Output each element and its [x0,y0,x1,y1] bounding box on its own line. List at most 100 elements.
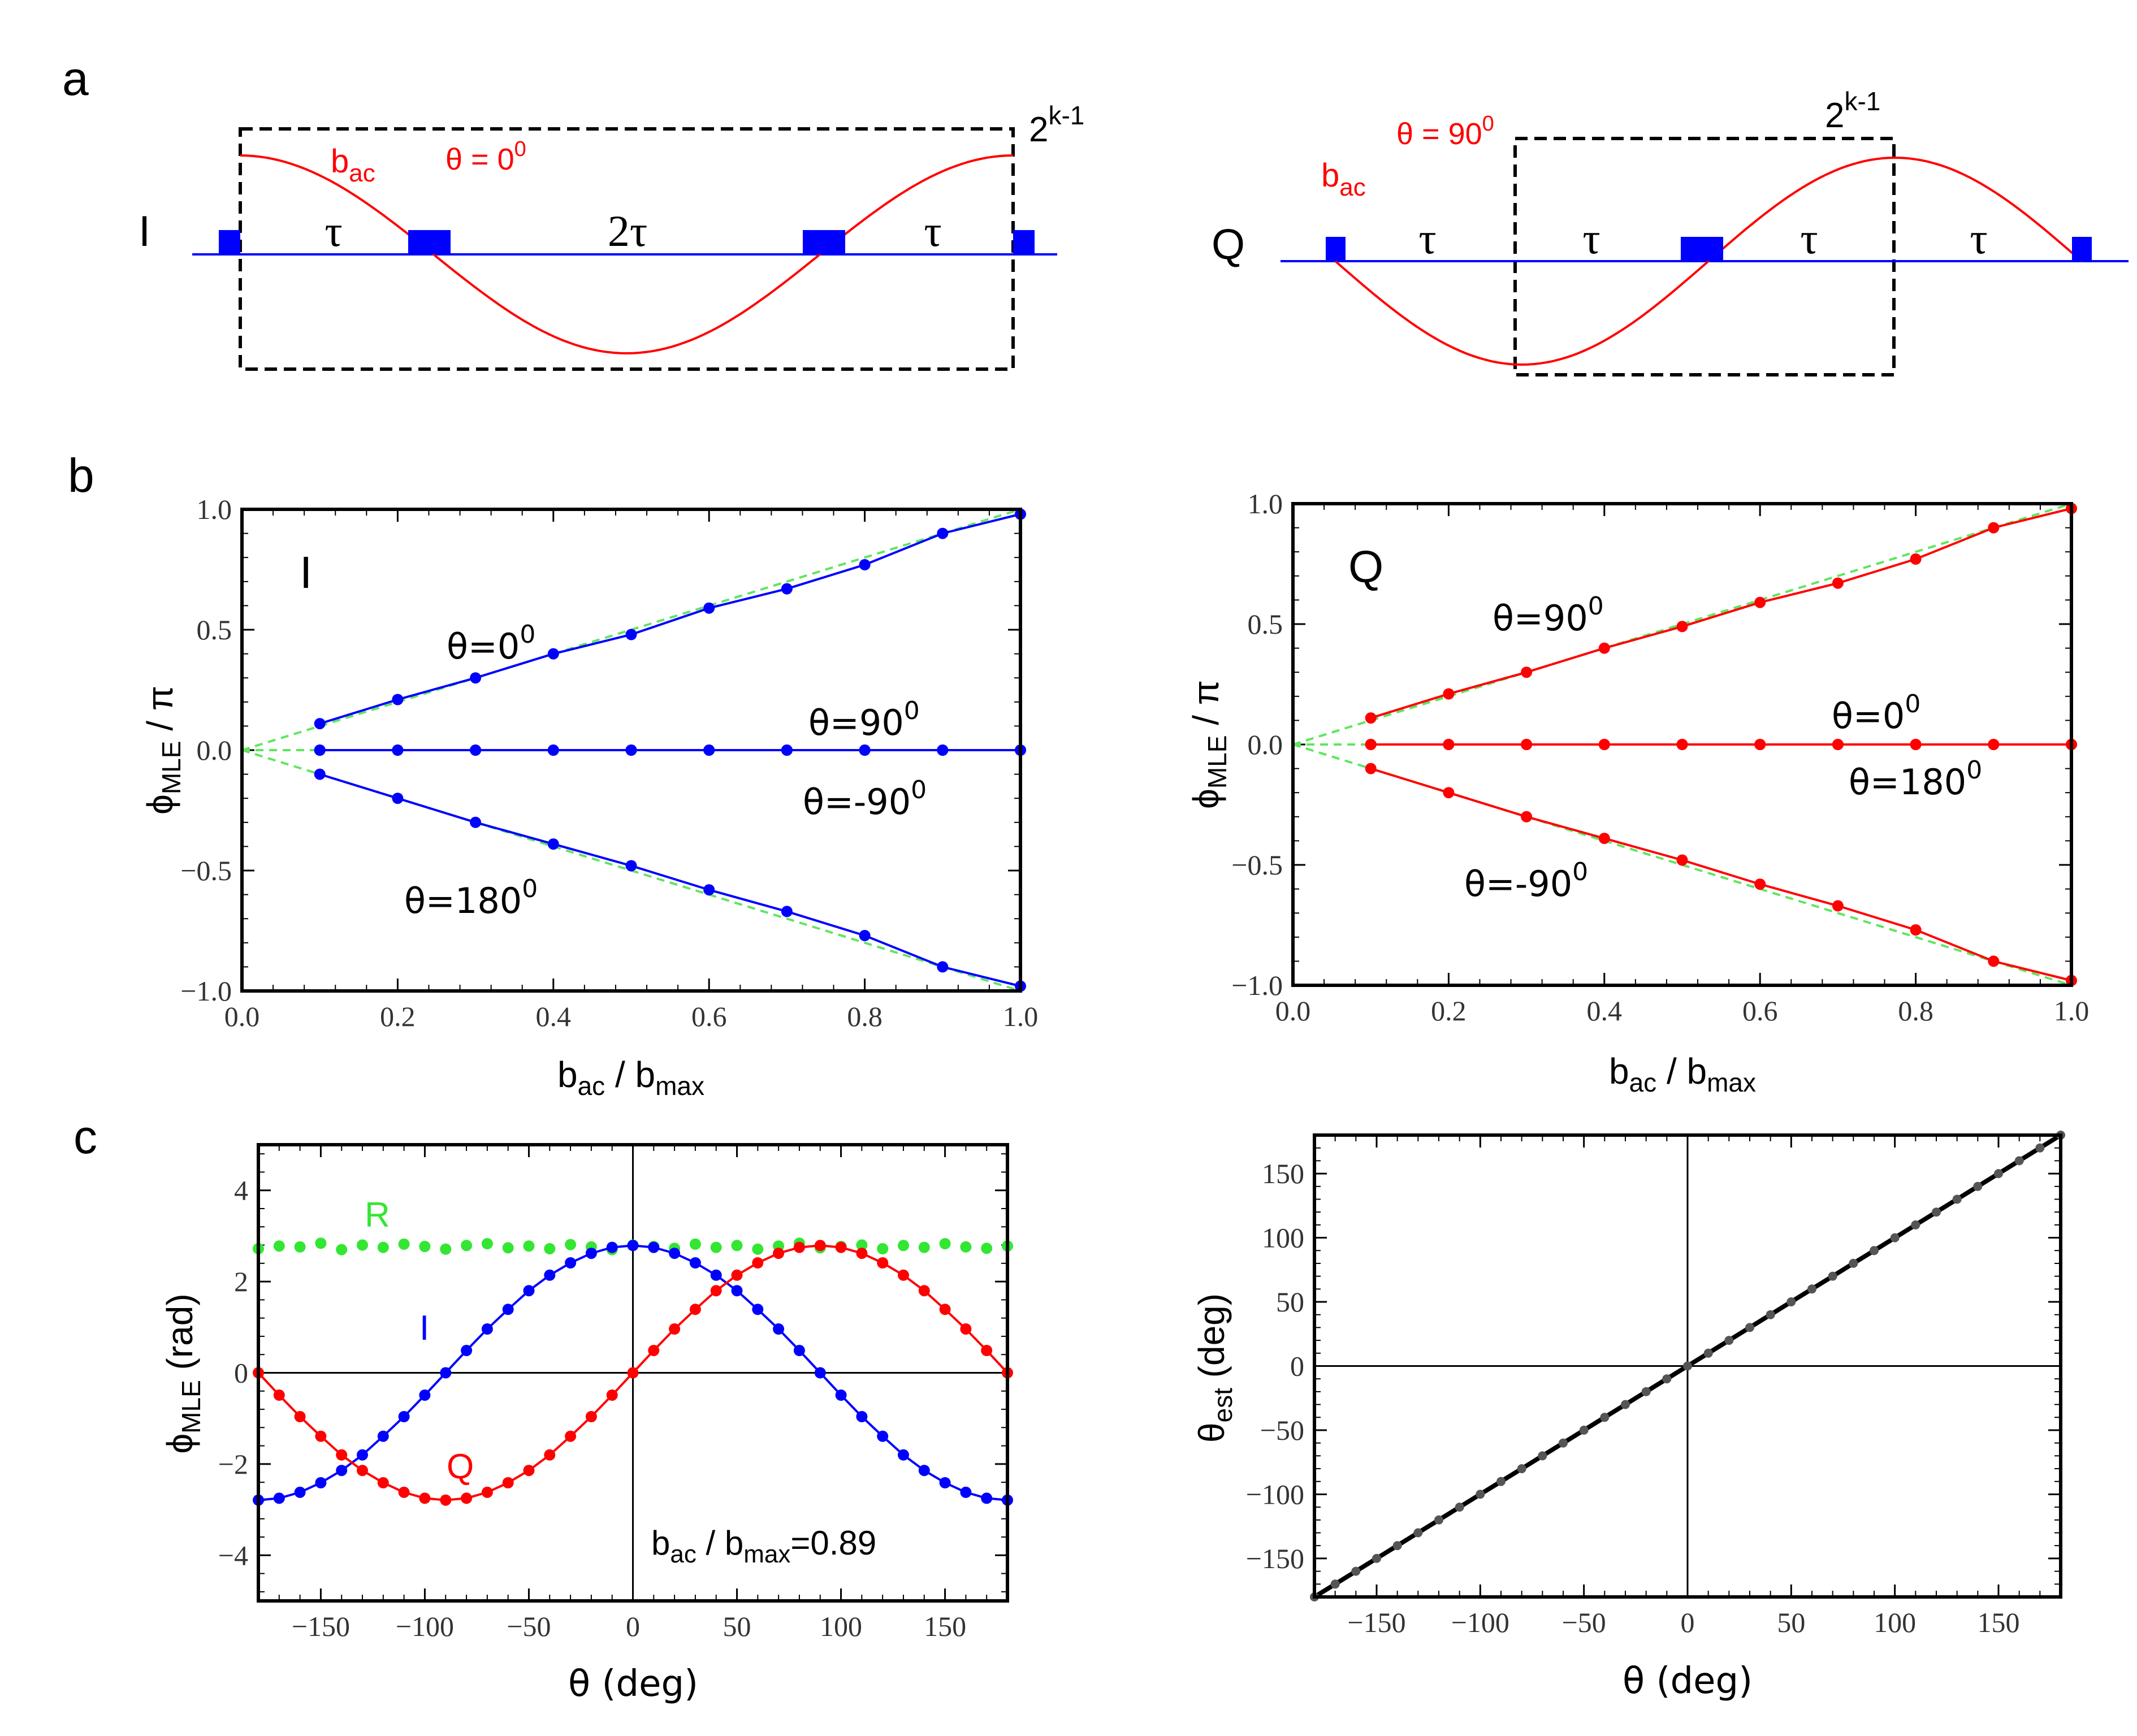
interval-i-3: τ [924,206,941,256]
data-point [731,1285,743,1297]
x-tick-label: 0.2 [1431,995,1467,1027]
series-label-c-left-i: I [419,1309,429,1348]
data-point [1911,1220,1920,1230]
data-point [398,1486,410,1498]
data-point [625,629,637,640]
x-tick-label: 50 [1777,1607,1805,1638]
chart-c-left: −150 −100 −50 0 50 100 150 −4 −2 0 2 4 R I Q bac / … [159,1143,1013,1705]
data-point [336,1465,348,1477]
data-point [1455,1503,1464,1512]
data-point [547,838,559,850]
data-point [960,1323,972,1335]
data-point [814,1367,826,1379]
data-point [627,1240,639,1252]
y-tick-label: 0.0 [1248,729,1283,760]
x-tick-label: 0.8 [1898,995,1933,1027]
data-point [523,1285,535,1297]
data-point [856,1239,868,1251]
series-label-b-right-2: θ=1800 [1849,756,1982,803]
data-point [606,1241,618,1253]
y-axis-label-b-right: ϕMLE / π [1186,680,1232,809]
data-point [273,1389,285,1401]
data-point [898,1240,909,1252]
data-point [398,1411,410,1422]
data-point [1754,596,1766,608]
data-point [859,930,871,941]
data-point [470,672,482,684]
data-point [793,1241,805,1253]
data-point [357,1449,368,1461]
series-label-b-left-0: θ=00 [447,620,535,667]
data-point [1372,1553,1381,1563]
y-axis-label-c-left: ϕMLE (rad) [159,1293,206,1453]
chart-b-left: 0.0 0.2 0.4 0.6 0.8 1.0 −1.0 −0.5 0.0 0.5 1.0 I θ=… [140,493,1038,1101]
data-point [752,1243,764,1255]
schematic-i: I τ 2τ τ bac θ = 00 2k-1 [139,101,1084,371]
data-point [689,1257,701,1269]
x-tick-label: 0.4 [1587,995,1623,1027]
data-point [461,1492,473,1504]
data-point [781,583,793,595]
y-tick-label: 1.0 [1248,488,1283,519]
annotation-c-left: bac / bmax=0.89 [651,1524,876,1568]
y-tick-label: 0 [234,1357,248,1389]
x-tick-label: 150 [924,1611,966,1642]
data-point [1538,1451,1547,1461]
interval-q-3: τ [1800,214,1818,263]
pulse-q-2 [1681,237,1723,261]
signal-label-q: bac [1321,157,1366,201]
data-point [1330,1579,1340,1589]
data-point [1910,739,1922,750]
data-point [1988,955,2000,967]
y-tick-label: −0.5 [1231,849,1283,881]
data-point [1870,1246,1879,1256]
x-tick-label: −50 [507,1611,551,1642]
data-point [669,1323,681,1335]
interval-i-1: τ [325,206,342,256]
data-point [481,1238,493,1250]
data-point [1521,666,1533,678]
data-point [1703,1348,1713,1358]
data-point [1392,1541,1402,1551]
data-point [440,1243,452,1255]
series-label-b-right-0: θ=900 [1493,592,1604,639]
data-point [1828,1271,1837,1281]
data-point [731,1269,743,1281]
data-point [1521,739,1533,750]
data-point [1754,739,1766,750]
data-point [877,1257,889,1269]
y-tick-label: 4 [234,1175,248,1206]
x-tick-label: −50 [1562,1607,1606,1638]
data-point [1988,522,2000,534]
data-point [939,1304,951,1315]
data-point [2014,1156,2024,1166]
data-point [547,648,559,660]
data-point [898,1449,909,1461]
data-point [627,1367,639,1379]
x-tick-label: 0.4 [536,1001,572,1032]
data-point [315,1477,327,1488]
data-point [377,1477,389,1488]
data-point [314,718,326,730]
data-point [2035,1143,2045,1153]
data-point [1496,1477,1506,1486]
data-point [859,744,871,756]
x-tick-label: 100 [820,1611,862,1642]
data-point [669,1248,681,1259]
data-point [1598,739,1610,750]
y-tick-label: −2 [218,1448,248,1480]
data-point [1910,924,1922,936]
x-tick-label: −150 [1347,1607,1405,1638]
data-point [625,744,637,756]
data-point [1579,1426,1589,1435]
x-tick-label: 50 [723,1611,751,1642]
signal-label-i: bac [331,143,375,187]
data-point [1365,739,1377,750]
data-point [918,1285,930,1297]
data-point [419,1241,431,1252]
y-tick-label: −0.5 [180,855,232,886]
data-point [835,1389,847,1401]
data-point [1365,763,1377,774]
data-point [918,1241,930,1253]
